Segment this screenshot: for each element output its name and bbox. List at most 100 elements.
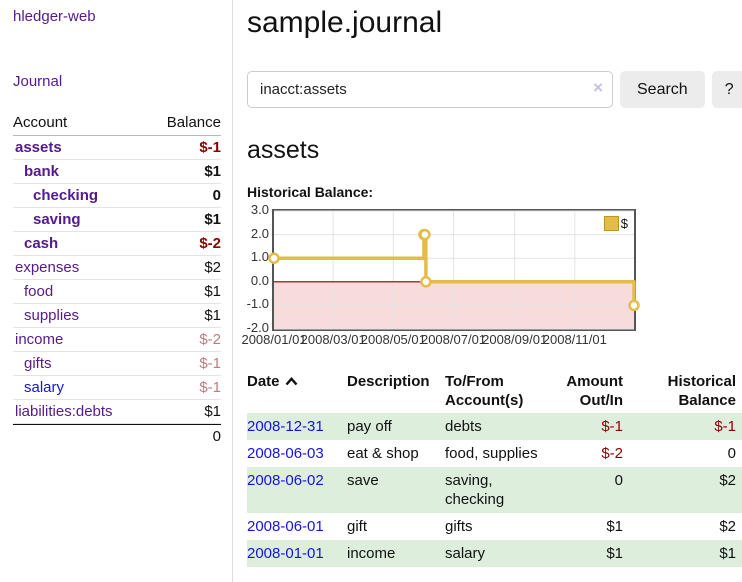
accounts-total-value: 0 [212,428,221,445]
accounts-table-header: Account Balance [13,112,221,136]
balance-chart-svg [268,210,640,330]
historical-balance-chart: 3.0 2.0 1.0 0.0 -1.0 -2.0 $ 2008/01/01 2008/03… [241,202,742,349]
y-tick-label: 3.0 [250,202,269,217]
transaction-accounts: food, supplies [445,445,538,462]
transaction-balance: $2 [719,472,736,489]
register-table: Date Description To/From Account(s) Amou… [247,369,742,567]
account-balance: $1 [204,211,221,228]
y-tick-label: -2.0 [246,320,269,335]
account-link-bank[interactable]: bank [24,163,60,180]
x-tick-label: 2008/11/01 [542,332,607,347]
chart-title: Historical Balance: [247,184,374,200]
account-balance: $1 [204,403,221,420]
transaction-accounts: gifts [445,518,473,535]
account-link-gifts[interactable]: gifts [24,355,52,372]
chart-legend: $ [602,216,629,231]
transaction-date-link[interactable]: 2008-01-01 [247,545,324,562]
chart-plot-area: $ [268,209,640,331]
account-link-cash[interactable]: cash [24,235,59,252]
account-row: liabilities:debts $1 [13,400,221,424]
sort-ascending-icon [285,372,298,391]
account-balance: $-1 [199,355,221,372]
sidebar: hledger-web Journal Account Balance asse… [0,0,233,582]
account-row: bank $1 [13,160,221,184]
account-balance: $1 [204,307,221,324]
account-row: gifts $-1 [13,352,221,376]
transaction-row: 2008-06-01 gift gifts $1 $2 [247,513,742,540]
col-header-date[interactable]: Date [247,369,347,413]
sidebar-item-journal[interactable]: Journal [13,73,63,90]
account-link-food[interactable]: food [24,283,54,300]
account-row: expenses $2 [13,256,221,280]
legend-label: $ [620,216,628,231]
account-balance: 0 [212,187,221,204]
search-button[interactable]: Search [620,71,705,108]
accounts-header-account: Account [13,114,68,131]
transaction-description: pay off [347,418,392,435]
account-link-salary[interactable]: salary [24,379,65,396]
page-title: sample.journal [247,6,443,39]
account-heading: assets [247,136,320,164]
account-link-saving[interactable]: saving [33,211,81,228]
transaction-balance: $1 [719,545,736,562]
transaction-date-link[interactable]: 2008-06-01 [247,518,324,535]
transaction-amount: $-2 [601,445,623,462]
account-balance: $2 [204,259,221,276]
account-link-assets[interactable]: assets [15,139,62,156]
transaction-date-link[interactable]: 2008-06-03 [247,445,324,462]
transaction-balance: $-1 [714,418,736,435]
chart-x-labels: 2008/01/01 2008/03/01 2008/05/01 2008/07/01… [241,332,634,348]
account-row: food $1 [13,280,221,304]
transaction-row: 2008-06-02 save saving, checking 0 $2 [247,467,742,513]
transaction-amount: 0 [614,472,623,489]
account-balance: $-1 [199,139,221,156]
chart-y-labels: 3.0 2.0 1.0 0.0 -1.0 -2.0 [246,202,269,335]
account-row: supplies $1 [13,304,221,328]
transaction-amount: $1 [606,518,623,535]
col-header-amount: Amount Out/In [566,373,623,409]
account-link-expenses[interactable]: expenses [15,259,80,276]
accounts-table: Account Balance assets $-1 bank $1 check… [13,112,221,448]
transaction-balance: 0 [727,445,736,462]
accounts-header-balance: Balance [166,114,221,131]
y-tick-label: 2.0 [250,225,269,241]
clear-search-icon[interactable]: × [593,78,603,97]
transaction-row: 2008-12-31 pay off debts $-1 $-1 [247,413,742,440]
date-header-label: Date [247,373,280,390]
x-tick-label: 2008/09/01 [482,332,548,347]
account-link-checking[interactable]: checking [33,187,99,204]
account-balance: $-1 [199,379,221,396]
transaction-description: save [347,472,379,489]
transaction-description: income [347,545,396,562]
legend-swatch-icon [603,216,619,231]
register-header-row: Date Description To/From Account(s) Amou… [247,369,742,413]
transaction-date-link[interactable]: 2008-12-31 [247,418,324,435]
search-form: × Search ? [247,71,742,108]
account-balance: $1 [204,163,221,180]
col-header-historical: Historical Balance [667,373,736,409]
transaction-accounts: debts [445,418,482,435]
account-balance: $-2 [199,235,221,252]
y-tick-label: 1.0 [250,249,269,265]
transaction-date-link[interactable]: 2008-06-02 [247,472,324,489]
y-tick-label: -1.0 [246,296,269,312]
account-link-liabilities-debts[interactable]: liabilities:debts [15,403,113,420]
main-content: sample.journal × Search ? assets Histori… [233,0,742,582]
brand-link[interactable]: hledger-web [13,8,96,25]
col-header-accounts: To/From Account(s) [445,373,524,409]
x-tick-label: 2008/07/01 [420,332,487,347]
account-row: assets $-1 [13,136,221,160]
account-link-income[interactable]: income [15,331,64,348]
account-balance: $-2 [199,331,221,348]
search-input[interactable] [247,71,613,108]
account-link-supplies[interactable]: supplies [24,307,80,324]
y-tick-label: 0.0 [250,272,269,288]
transaction-amount: $-1 [601,418,623,435]
transaction-accounts: salary [445,545,486,562]
transaction-row: 2008-01-01 income salary $1 $1 [247,540,742,567]
account-row: income $-2 [13,328,221,352]
account-row: saving $1 [13,208,221,232]
transaction-row: 2008-06-03 eat & shop food, supplies $-2… [247,440,742,467]
search-help-button[interactable]: ? [711,71,742,108]
